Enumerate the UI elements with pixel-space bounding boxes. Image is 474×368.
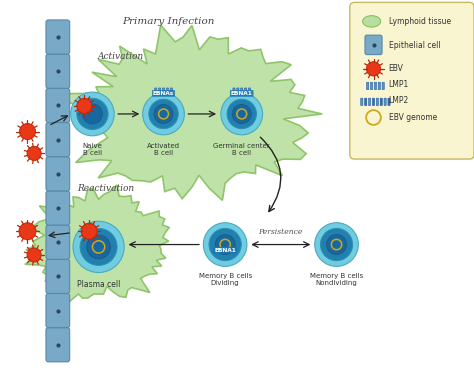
Circle shape: [82, 104, 102, 124]
Circle shape: [27, 248, 41, 262]
Text: Activated
B cell: Activated B cell: [147, 144, 180, 156]
Circle shape: [232, 105, 251, 123]
FancyBboxPatch shape: [46, 293, 70, 328]
FancyBboxPatch shape: [46, 88, 70, 123]
Polygon shape: [63, 25, 322, 201]
Circle shape: [209, 229, 241, 261]
FancyBboxPatch shape: [46, 328, 70, 362]
FancyBboxPatch shape: [368, 98, 371, 106]
Text: EBNAs: EBNAs: [153, 91, 174, 96]
Text: Naive
B cell: Naive B cell: [82, 144, 102, 156]
Text: EBNA1: EBNA1: [214, 248, 236, 253]
Text: Germinal center
B cell: Germinal center B cell: [213, 144, 270, 156]
FancyBboxPatch shape: [376, 98, 378, 106]
FancyBboxPatch shape: [366, 82, 369, 90]
Circle shape: [77, 98, 108, 130]
FancyBboxPatch shape: [350, 2, 474, 159]
Circle shape: [320, 229, 353, 261]
Text: Lymphoid tissue: Lymphoid tissue: [389, 17, 451, 26]
FancyBboxPatch shape: [365, 98, 367, 106]
FancyBboxPatch shape: [365, 35, 382, 54]
FancyBboxPatch shape: [373, 98, 374, 106]
Text: EBNAs: EBNAs: [153, 91, 174, 96]
Circle shape: [215, 234, 235, 255]
Circle shape: [143, 93, 184, 135]
FancyBboxPatch shape: [382, 82, 384, 90]
FancyBboxPatch shape: [170, 88, 173, 95]
Circle shape: [80, 229, 117, 265]
Text: LMP1: LMP1: [389, 81, 409, 89]
Text: Reactivation: Reactivation: [77, 184, 134, 193]
Text: EBV genome: EBV genome: [389, 113, 437, 122]
FancyBboxPatch shape: [46, 157, 70, 191]
Text: Epithelial cell: Epithelial cell: [389, 40, 440, 50]
Polygon shape: [25, 185, 169, 302]
Text: Activation: Activation: [98, 53, 144, 61]
Text: Plasma cell: Plasma cell: [77, 280, 120, 289]
FancyBboxPatch shape: [378, 82, 380, 90]
FancyBboxPatch shape: [380, 98, 383, 106]
FancyBboxPatch shape: [46, 225, 70, 259]
Circle shape: [327, 234, 346, 255]
Circle shape: [71, 92, 114, 136]
Circle shape: [27, 146, 41, 160]
Text: Memory B cells
Nondividing: Memory B cells Nondividing: [310, 273, 363, 286]
FancyBboxPatch shape: [237, 88, 239, 95]
Circle shape: [203, 223, 247, 266]
FancyBboxPatch shape: [374, 82, 376, 90]
Text: EBNA1: EBNA1: [214, 248, 236, 253]
Circle shape: [19, 223, 36, 240]
Text: EBNA1: EBNA1: [231, 91, 253, 96]
FancyBboxPatch shape: [166, 88, 169, 95]
Circle shape: [87, 235, 110, 259]
FancyBboxPatch shape: [388, 98, 390, 106]
Circle shape: [77, 98, 92, 113]
FancyBboxPatch shape: [371, 82, 373, 90]
FancyBboxPatch shape: [163, 88, 164, 95]
Text: EBV: EBV: [389, 64, 403, 73]
Circle shape: [19, 123, 36, 139]
Circle shape: [227, 99, 256, 129]
Circle shape: [81, 223, 97, 239]
Text: EBNA1: EBNA1: [231, 91, 253, 96]
Text: Primary Infection: Primary Infection: [122, 17, 214, 26]
Circle shape: [154, 105, 173, 123]
Circle shape: [149, 99, 178, 129]
Circle shape: [221, 93, 263, 135]
FancyBboxPatch shape: [241, 88, 243, 95]
FancyBboxPatch shape: [46, 123, 70, 157]
FancyBboxPatch shape: [233, 88, 235, 95]
FancyBboxPatch shape: [158, 88, 161, 95]
Circle shape: [73, 221, 124, 273]
FancyBboxPatch shape: [155, 88, 157, 95]
Circle shape: [366, 62, 381, 76]
FancyBboxPatch shape: [46, 54, 70, 88]
FancyBboxPatch shape: [245, 88, 246, 95]
Circle shape: [315, 223, 358, 266]
FancyBboxPatch shape: [46, 259, 70, 293]
FancyBboxPatch shape: [248, 88, 251, 95]
Text: LMP2: LMP2: [389, 96, 409, 105]
FancyBboxPatch shape: [384, 98, 386, 106]
FancyBboxPatch shape: [361, 98, 363, 106]
FancyBboxPatch shape: [46, 20, 70, 54]
Ellipse shape: [363, 16, 381, 27]
FancyBboxPatch shape: [46, 191, 70, 225]
Text: Persistence: Persistence: [258, 228, 303, 236]
Text: Memory B cells
Dividing: Memory B cells Dividing: [199, 273, 252, 286]
